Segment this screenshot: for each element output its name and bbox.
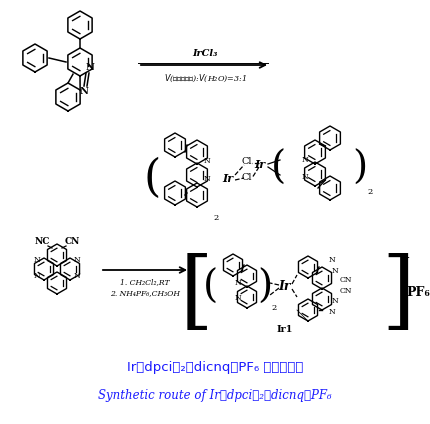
Text: (: (	[270, 150, 286, 187]
Text: ): )	[258, 268, 273, 306]
Text: N: N	[34, 272, 40, 280]
Text: 2: 2	[271, 304, 276, 312]
Text: N: N	[86, 64, 95, 73]
Text: N: N	[235, 279, 241, 287]
Text: [: [	[179, 254, 213, 337]
Text: Ir: Ir	[255, 159, 266, 170]
Text: N: N	[332, 267, 338, 275]
Text: N: N	[301, 173, 308, 181]
Text: Cl: Cl	[242, 173, 252, 181]
Text: (: (	[203, 268, 218, 306]
Text: 2: 2	[367, 188, 373, 196]
Text: Ir1: Ir1	[277, 326, 293, 335]
Text: 1. CH₂Cl₂,RT: 1. CH₂Cl₂,RT	[120, 278, 170, 286]
Text: CN: CN	[64, 237, 80, 246]
Text: 2. NH₄PF₆,CH₃OH: 2. NH₄PF₆,CH₃OH	[110, 289, 180, 297]
Text: Ir: Ir	[279, 281, 291, 293]
Text: N: N	[74, 256, 80, 264]
Text: N: N	[329, 256, 335, 264]
Text: +: +	[400, 253, 410, 263]
Text: N: N	[34, 256, 40, 264]
Text: PF₆⁻: PF₆⁻	[407, 287, 430, 299]
Text: Ir（dpci）₂（dicnq）PF₆ 的合成路线: Ir（dpci）₂（dicnq）PF₆ 的合成路线	[127, 362, 303, 374]
Text: Synthetic route of Ir（dpci）₂（dicnq）PF₆: Synthetic route of Ir（dpci）₂（dicnq）PF₆	[98, 388, 332, 402]
Text: N: N	[204, 157, 210, 165]
Text: N: N	[74, 272, 80, 280]
Text: $V$(乙氧基乙醇):$V$(H₂O)=3:1: $V$(乙氧基乙醇):$V$(H₂O)=3:1	[163, 73, 246, 84]
Text: N: N	[329, 308, 335, 316]
Text: ]: ]	[381, 254, 415, 337]
Text: IrCl₃: IrCl₃	[192, 48, 218, 58]
Text: Cl: Cl	[242, 157, 252, 167]
Text: N: N	[80, 87, 89, 97]
Text: N: N	[301, 156, 308, 164]
Text: Ir: Ir	[222, 173, 233, 184]
Text: 2: 2	[213, 214, 218, 222]
Text: CN: CN	[340, 276, 352, 284]
Text: CN: CN	[340, 287, 352, 295]
Text: N: N	[204, 175, 210, 183]
Text: ): )	[352, 150, 368, 187]
Text: NC: NC	[34, 237, 50, 246]
Text: N: N	[235, 294, 241, 302]
Text: (: (	[143, 156, 161, 200]
Text: N: N	[332, 297, 338, 305]
